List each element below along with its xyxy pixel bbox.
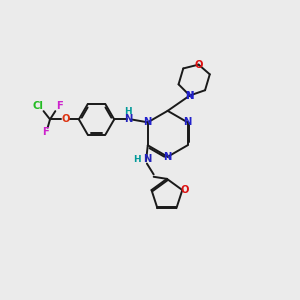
Text: N: N: [144, 117, 152, 127]
Text: N: N: [124, 114, 133, 124]
Text: N: N: [164, 152, 172, 162]
Text: N: N: [186, 91, 194, 100]
Text: N: N: [143, 154, 151, 164]
Text: O: O: [61, 114, 70, 124]
Text: H: H: [124, 106, 132, 116]
Text: N: N: [183, 117, 192, 127]
Text: F: F: [56, 101, 63, 111]
Text: Cl: Cl: [32, 101, 43, 111]
Text: N: N: [186, 91, 194, 100]
Text: O: O: [194, 60, 203, 70]
Text: H: H: [134, 155, 141, 164]
Text: F: F: [42, 127, 49, 137]
Text: O: O: [180, 185, 189, 195]
